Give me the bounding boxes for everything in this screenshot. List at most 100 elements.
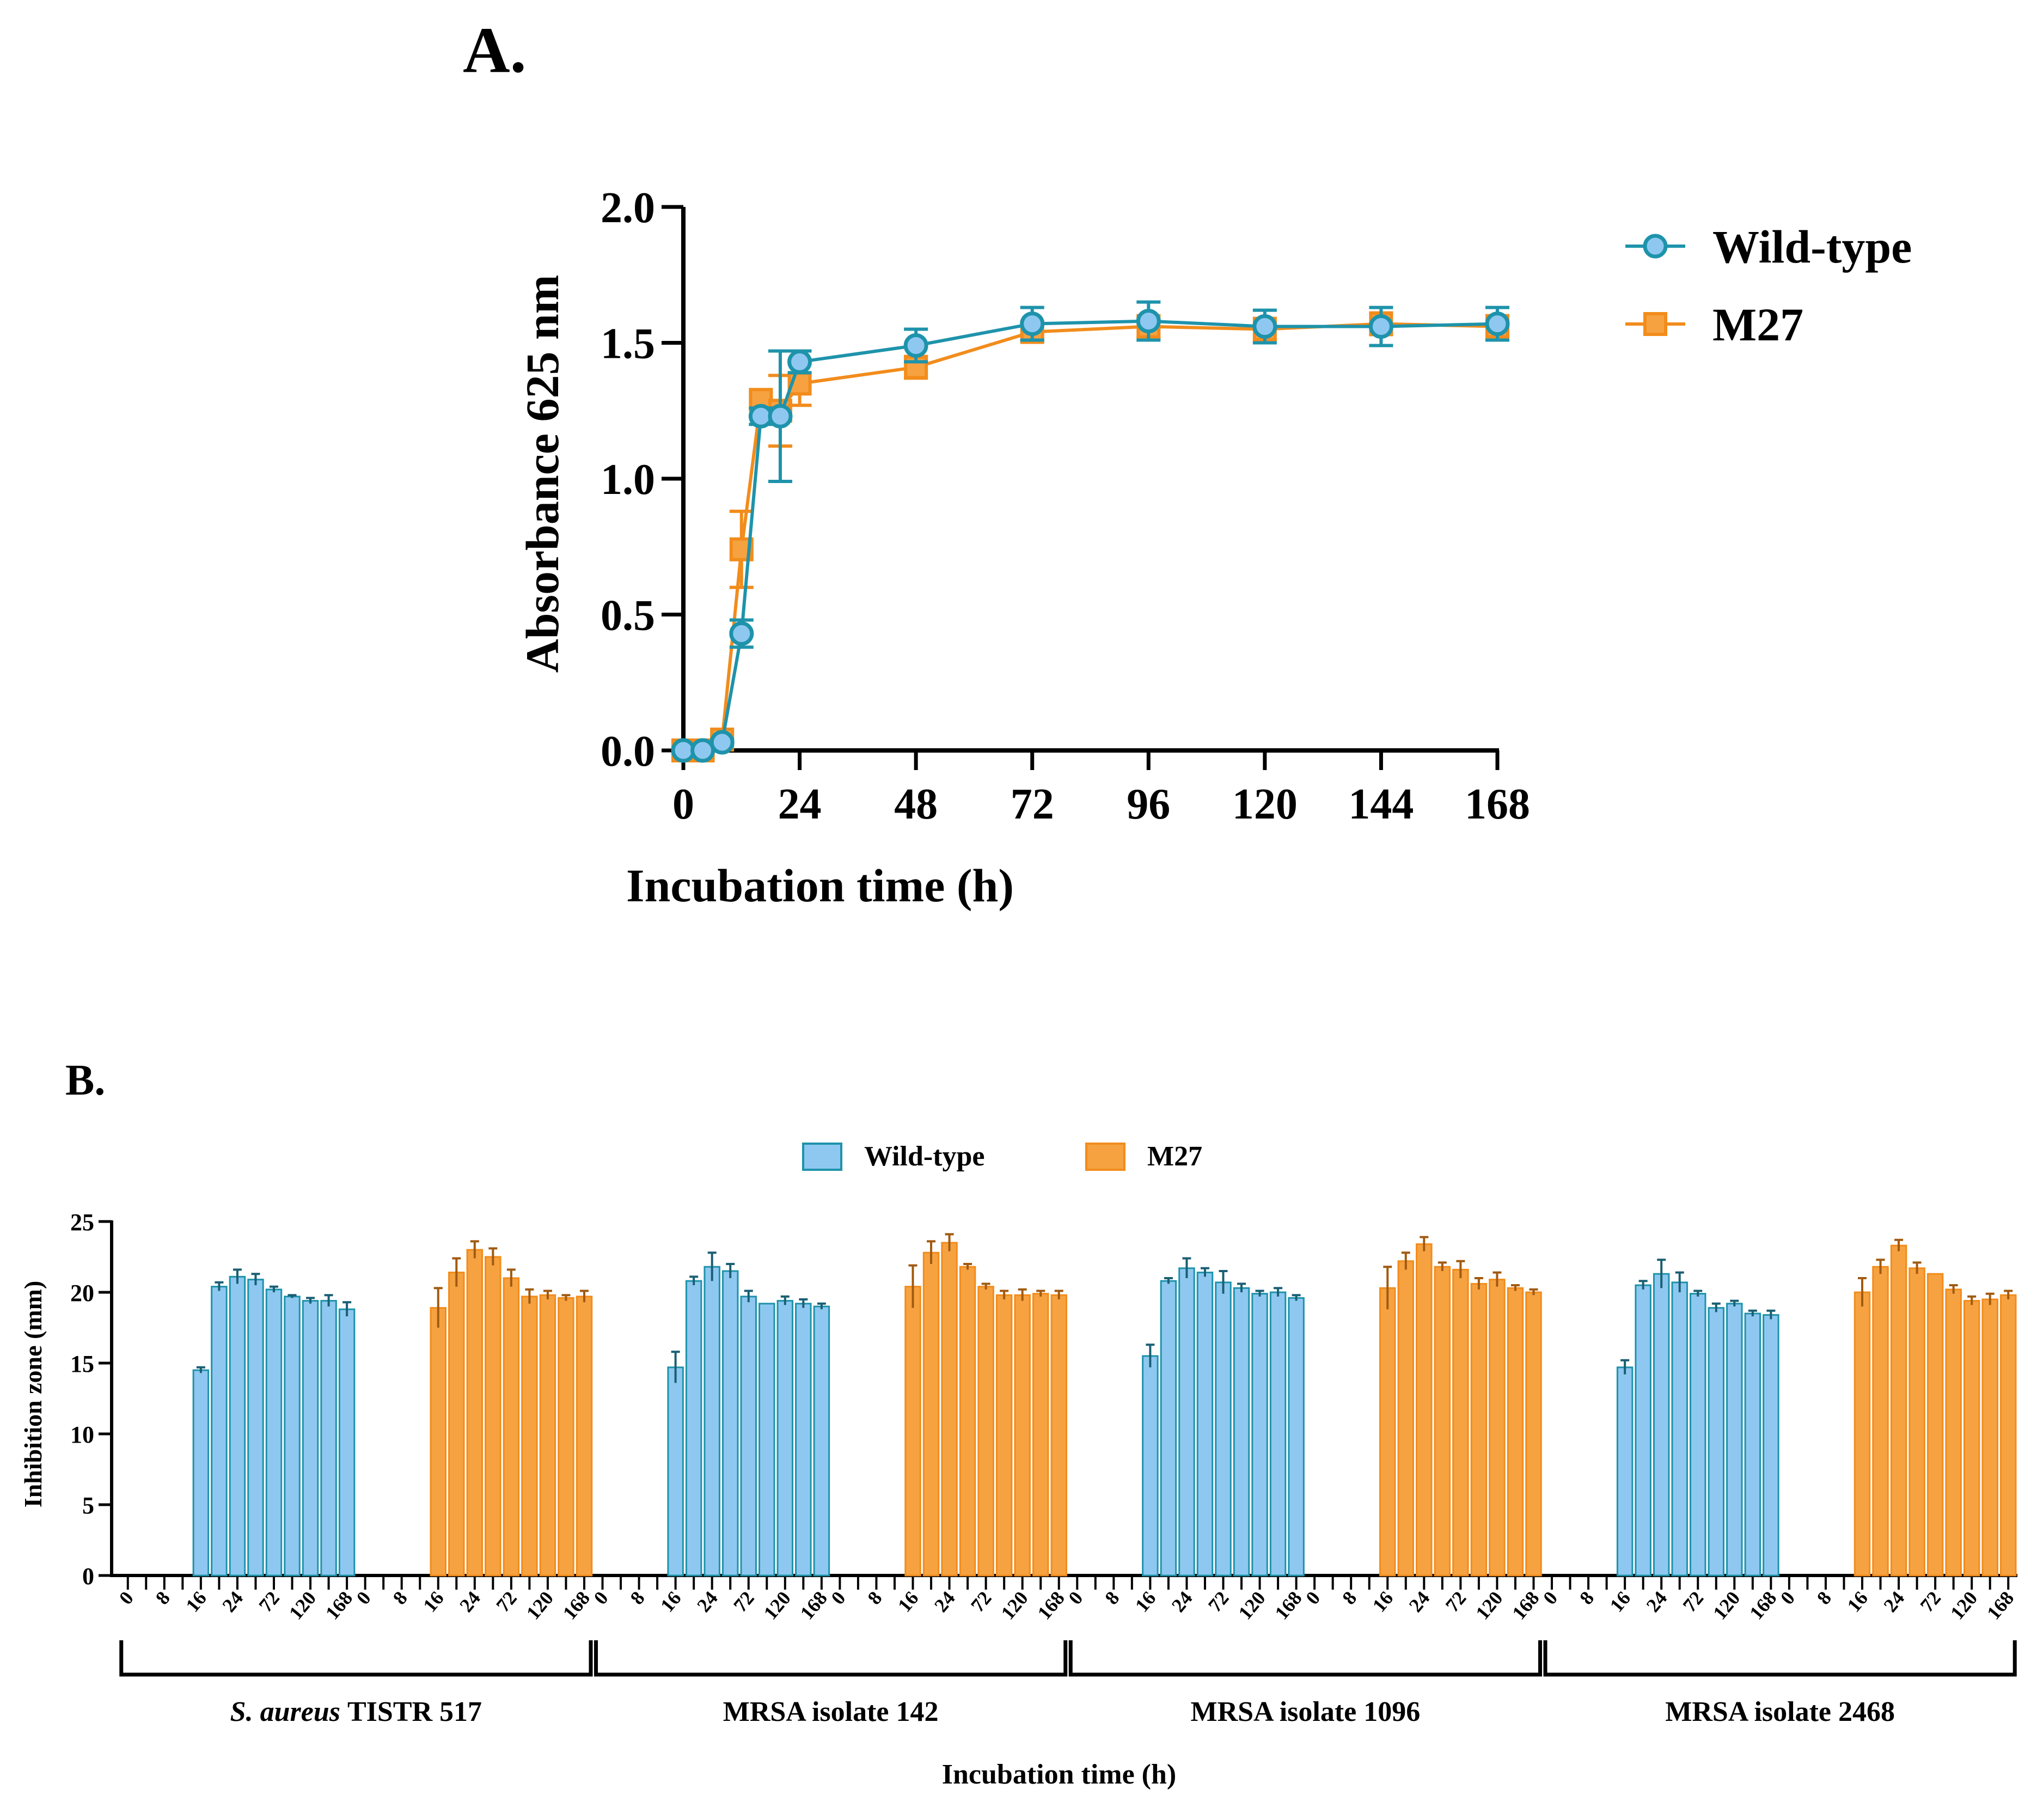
panel-b-m27-bar: [904, 1286, 921, 1577]
panel-a-legend: Wild-type M27: [1625, 221, 1912, 351]
panel-b-m27-bar: [995, 1294, 1013, 1577]
panel-b-group-bracket: [594, 1640, 1068, 1677]
panel-b-wild-type-bar: [302, 1300, 319, 1577]
panel-b-wild-type-bar: [704, 1266, 720, 1577]
panel-b-m27-bar: [503, 1277, 520, 1577]
panel-b-y-tick-label: 25: [70, 1209, 94, 1236]
panel-b-wild-type-bar: [320, 1300, 337, 1577]
panel-b-y-tick-label: 5: [82, 1492, 94, 1519]
panel-b-wild-type-bar: [247, 1279, 264, 1577]
panel-b-m27-bar: [539, 1294, 556, 1577]
panel-b-m27-bar: [1926, 1273, 1944, 1577]
panel-b-y-tick-label: 0: [82, 1563, 94, 1590]
panel-b-m27-bar: [558, 1297, 574, 1577]
panel-a-wild-type-point: [787, 349, 812, 374]
panel-b-legend-wild-type-label: Wild-type: [864, 1141, 985, 1172]
panel-b-m27-bar: [1470, 1282, 1488, 1577]
panel-a-wild-type-point: [1136, 309, 1161, 334]
panel-b-legend-wild-type-swatch: [802, 1143, 842, 1171]
panel-b-wild-type-bar: [1233, 1287, 1250, 1577]
panel-a-wild-type-point: [1020, 312, 1045, 337]
panel-b-m27-bar: [1963, 1300, 1980, 1577]
panel-a-y-axis-label: Absorbance 625 nm: [516, 274, 568, 673]
panel-a-x-tick-label: 96: [1127, 780, 1170, 828]
panel-a-x-tick-label: 72: [1011, 780, 1054, 828]
panel-b-y-tick-label: 10: [70, 1421, 94, 1448]
panel-a-y-tick-label: 0.0: [601, 728, 655, 775]
panel-b-wild-type-bar: [1616, 1366, 1634, 1577]
panel-b-m27-bar: [521, 1296, 538, 1577]
panel-b-m27-bar: [1397, 1260, 1415, 1577]
panel-b-legend-m27-swatch: [1085, 1143, 1125, 1171]
panel-a-y-tick-label: 1.0: [601, 456, 655, 504]
panel-b-m27-bar: [466, 1249, 484, 1577]
panel-b-m27-bar: [922, 1251, 940, 1577]
panel-b-wild-type-bar: [795, 1303, 812, 1577]
panel-b-m27-bar: [1872, 1266, 1889, 1577]
panel-b-m27-bar: [576, 1296, 593, 1577]
panel-b-wild-type-bar: [1763, 1314, 1779, 1577]
panel-b-group-label: S. aureus TISTR 517: [230, 1696, 482, 1727]
panel-b-wild-type-bar: [776, 1300, 794, 1577]
panel-b-m27-bar: [1981, 1298, 1998, 1577]
panel-b-m27-bar: [959, 1266, 976, 1577]
panel-b-wild-type-bar: [265, 1288, 283, 1577]
panel-b-wild-type-bar: [1653, 1273, 1670, 1577]
panel-b-m27-bar: [1416, 1243, 1433, 1577]
panel-b-group-label: MRSA isolate 1096: [1190, 1696, 1420, 1727]
panel-a-x-axis-label: Incubation time (h): [626, 859, 1014, 912]
panel-a-axes: 0.0 0.5 1.0 1.5 2.0 0 24 48 72 96 120 144 168: [601, 184, 1530, 828]
panel-b-m27-bar: [1507, 1287, 1524, 1577]
panel-b-m27-bar: [977, 1286, 994, 1577]
panel-b-wild-type-bar: [1726, 1303, 1743, 1577]
panel-a-y-tick-label: 0.5: [601, 592, 655, 640]
panel-a-legend-wild-type-marker: [1643, 234, 1668, 259]
panel-a-legend-m27-marker: [1643, 312, 1667, 336]
panel-b-m27-bar: [1854, 1291, 1871, 1577]
panel-b-x-axis-label: Incubation time (h): [942, 1759, 1176, 1790]
panel-a-wild-type-point: [768, 404, 793, 429]
panel-b-wild-type-bar: [813, 1305, 830, 1577]
panel-b-m27-bar: [430, 1307, 447, 1577]
panel-b-wild-type-bar: [1142, 1355, 1159, 1577]
panel-b-group-labels: S. aureus TISTR 517 MRSA isolate 142 MRSA …: [119, 1640, 2017, 1727]
panel-b-m27-bar: [1014, 1294, 1031, 1577]
panel-b-m27-bar: [1489, 1279, 1506, 1577]
panel-b-wild-type-bar: [1178, 1267, 1195, 1577]
panel-b-wild-type-bar: [1708, 1307, 1725, 1577]
panel-b-m27-bar: [1945, 1288, 1962, 1577]
panel-b-wild-type-bar: [1251, 1293, 1268, 1577]
panel-b-wild-type-bar: [338, 1308, 356, 1577]
panel-b-wild-type-bar: [685, 1280, 702, 1577]
panel-b-m27-bar: [1434, 1266, 1451, 1577]
panel-b-wild-type-bar: [1635, 1284, 1651, 1577]
panel-a-wild-type-point: [1368, 314, 1393, 339]
panel-a-x-tick-label: 168: [1465, 780, 1530, 828]
panel-b-m27-bar: [1525, 1291, 1542, 1577]
panel-b-group-label: MRSA isolate 142: [723, 1696, 939, 1727]
panel-b-wild-type-bar: [1671, 1281, 1688, 1577]
panel-a-wild-type-point: [1485, 312, 1510, 337]
panel-a-x-tick-label: 0: [672, 780, 694, 828]
panel-b-wild-type-bar: [1288, 1297, 1305, 1577]
panel-b-bars: [192, 1233, 2017, 1577]
panel-b-wild-type-bar: [1269, 1291, 1287, 1577]
panel-b-label: B.: [65, 1056, 105, 1104]
panel-b-group-bracket: [1543, 1640, 2017, 1677]
panel-a-wild-type-point: [903, 333, 928, 358]
panel-b-m27-bar: [485, 1256, 501, 1577]
panel-b-wild-type-bar: [740, 1296, 757, 1577]
panel-b-wild-type-bar: [192, 1369, 210, 1577]
panel-a-y-tick-label: 2.0: [601, 184, 655, 232]
panel-b-m27-bar: [448, 1272, 465, 1577]
panel-a-wild-type-point: [729, 621, 754, 646]
panel-b-wild-type-bar: [1160, 1280, 1177, 1577]
panel-b-wild-type-bar: [229, 1275, 246, 1577]
panel-b-y-tick-label: 20: [70, 1280, 94, 1306]
panel-b-wild-type-bar: [1215, 1281, 1232, 1577]
panel-b-m27-bar: [1032, 1293, 1049, 1577]
panel-b-m27-bar: [1999, 1294, 2017, 1577]
panel-b-wild-type-bar: [284, 1296, 301, 1577]
panel-b-wild-type-bar: [667, 1366, 684, 1577]
